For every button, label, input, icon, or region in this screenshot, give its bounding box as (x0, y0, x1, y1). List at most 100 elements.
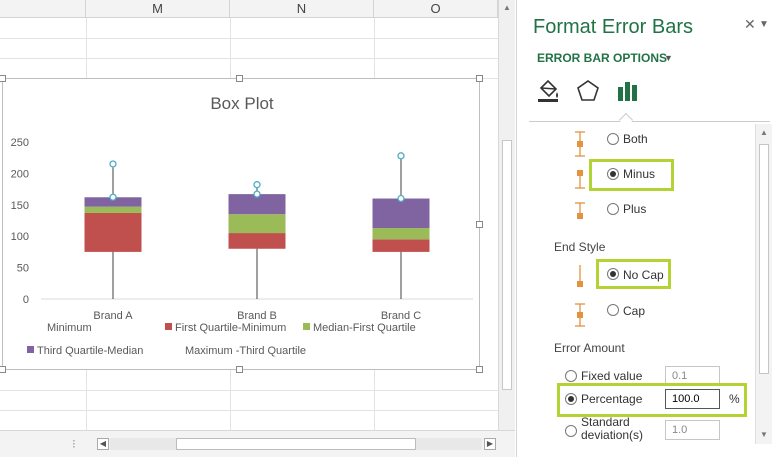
scroll-thumb[interactable] (176, 438, 416, 450)
bar-chart-options-icon[interactable] (615, 78, 641, 104)
standard-deviation-label[interactable]: Standard deviation(s) (581, 416, 644, 442)
chart-title: Box Plot (210, 94, 274, 113)
close-icon[interactable]: ✕ (744, 16, 756, 32)
y-tick-label: 200 (11, 168, 29, 180)
direction-plus-label[interactable]: Plus (623, 202, 647, 216)
end-style-no-cap-label[interactable]: No Cap (623, 268, 664, 282)
chart-resize-handle[interactable] (0, 366, 6, 373)
pane-divider (529, 121, 770, 122)
chart-resize-handle[interactable] (236, 75, 243, 82)
chart-resize-handle[interactable] (476, 75, 483, 82)
chevron-down-icon[interactable]: ▼ (664, 53, 673, 63)
bar-segment (228, 233, 286, 249)
pane-title: Format Error Bars (533, 16, 694, 38)
direction-minus-label[interactable]: Minus (623, 167, 656, 181)
pane-scrollbar[interactable]: ▲ ▼ (755, 124, 772, 444)
chart-resize-handle[interactable] (0, 75, 6, 82)
percentage-label[interactable]: Percentage (581, 392, 643, 406)
scroll-down-icon[interactable]: ▼ (760, 430, 768, 439)
fixed-value-input[interactable]: 0.1 (665, 366, 720, 386)
legend-entry: Minimum (47, 322, 92, 334)
bar-segment (372, 239, 430, 252)
direction-both-radio[interactable] (607, 133, 619, 145)
end-style-cap-radio[interactable] (607, 304, 619, 316)
standard-deviation-input[interactable]: 1.0 (665, 420, 720, 440)
no-cap-highlight (596, 259, 671, 289)
percentage-highlight (557, 383, 747, 417)
bar-segment (84, 206, 142, 213)
grid-line (0, 410, 498, 411)
bar-segment (372, 228, 430, 240)
both-error-bar-icon (575, 131, 585, 157)
x-tick-label: Brand A (93, 310, 133, 322)
effects-pentagon-icon[interactable] (575, 78, 601, 104)
legend-entry: Third Quartile-Median (37, 345, 143, 357)
spreadsheet-grid[interactable]: M N O Box Plot 0 50 100 150 200 250 Brand A Bran… (0, 0, 500, 457)
pane-options-icon[interactable]: ▼ (759, 19, 769, 30)
chart-resize-handle[interactable] (476, 221, 483, 228)
legend-entry: Maximum -Third Quartile (185, 345, 306, 357)
legend-swatch (27, 346, 34, 353)
legend-swatch (303, 323, 310, 330)
minus-error-bar-icon (575, 170, 585, 189)
selection-marker (253, 181, 261, 189)
percentage-radio[interactable] (565, 393, 577, 405)
scroll-thumb[interactable] (502, 140, 512, 390)
selection-marker (109, 193, 117, 201)
minus-highlight (589, 159, 674, 191)
x-tick-label: Brand B (237, 310, 277, 322)
scroll-right-icon[interactable]: ▶ (484, 438, 496, 450)
end-style-no-cap-radio[interactable] (607, 268, 619, 280)
grid-line (0, 58, 498, 59)
scroll-up-icon[interactable]: ▲ (760, 128, 768, 137)
chart-canvas: Box Plot 0 50 100 150 200 250 Brand A Brand B Bra… (11, 94, 473, 357)
scroll-up-icon[interactable]: ▲ (503, 3, 511, 12)
error-bar-options-tab[interactable]: ERROR BAR OPTIONS (537, 51, 668, 65)
grid-line (0, 390, 498, 391)
bar-segment (84, 197, 142, 207)
standard-deviation-radio[interactable] (565, 425, 577, 437)
cap-icon (575, 303, 585, 327)
legend-entry: Median-First Quartile (313, 322, 416, 334)
direction-plus-radio[interactable] (607, 203, 619, 215)
percentage-input[interactable]: 100.0 (665, 389, 720, 409)
scroll-left-icon[interactable]: ◀ (97, 438, 109, 450)
no-cap-icon (577, 265, 583, 287)
fixed-value-radio[interactable] (565, 370, 577, 382)
selection-marker (253, 190, 261, 198)
error-amount-heading: Error Amount (554, 341, 625, 355)
column-header-m[interactable]: M (86, 0, 230, 18)
end-style-heading: End Style (554, 240, 606, 254)
grid-line (0, 38, 498, 39)
bar-segment (228, 194, 286, 215)
column-header-prev[interactable] (0, 0, 86, 18)
bar-segment (372, 198, 430, 229)
tab-pointer (618, 112, 634, 128)
scroll-thumb[interactable] (759, 144, 769, 374)
bar-segment (228, 214, 286, 234)
direction-both-label[interactable]: Both (623, 132, 648, 146)
chart-resize-handle[interactable] (236, 366, 243, 373)
y-tick-label: 100 (11, 231, 29, 243)
bar-segment (84, 212, 142, 252)
y-tick-label: 150 (11, 200, 29, 212)
y-tick-label: 0 (23, 294, 29, 306)
column-header-n[interactable]: N (230, 0, 374, 18)
plus-error-bar-icon (575, 202, 585, 219)
box-plot-chart[interactable]: Box Plot 0 50 100 150 200 250 Brand A Brand B Bra… (2, 78, 480, 370)
direction-minus-radio[interactable] (607, 168, 619, 180)
more-sheets-icon[interactable]: ⁝ (72, 437, 76, 451)
column-header-row: M N O (0, 0, 500, 18)
fixed-value-label[interactable]: Fixed value (581, 369, 643, 383)
horizontal-scrollbar[interactable]: ⁝ ◀ ▶ (0, 430, 515, 457)
vertical-scrollbar[interactable]: ▲ (498, 0, 515, 430)
legend-swatch (165, 323, 172, 330)
percentage-unit: % (729, 392, 740, 406)
end-style-cap-label[interactable]: Cap (623, 304, 646, 318)
fill-line-icon[interactable] (535, 78, 561, 104)
y-tick-label: 50 (17, 263, 29, 275)
chart-resize-handle[interactable] (476, 366, 483, 373)
x-tick-label: Brand C (381, 310, 421, 322)
column-header-o[interactable]: O (374, 0, 498, 18)
legend-entry: First Quartile-Minimum (175, 322, 286, 334)
